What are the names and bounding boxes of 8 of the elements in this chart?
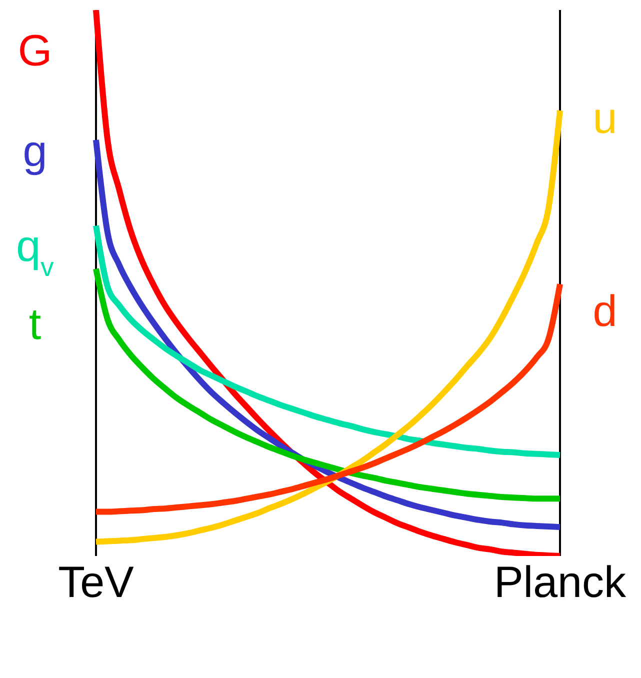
series-label: d <box>592 287 618 336</box>
series-label: G <box>18 26 52 76</box>
x-tick-label: Planck <box>494 558 628 608</box>
series-label: q$_{v}$ <box>16 222 55 282</box>
series-label: t <box>28 300 42 350</box>
x-tick-label: TeV <box>58 558 135 608</box>
series-label: g <box>22 126 48 176</box>
series-label: u <box>592 94 618 144</box>
